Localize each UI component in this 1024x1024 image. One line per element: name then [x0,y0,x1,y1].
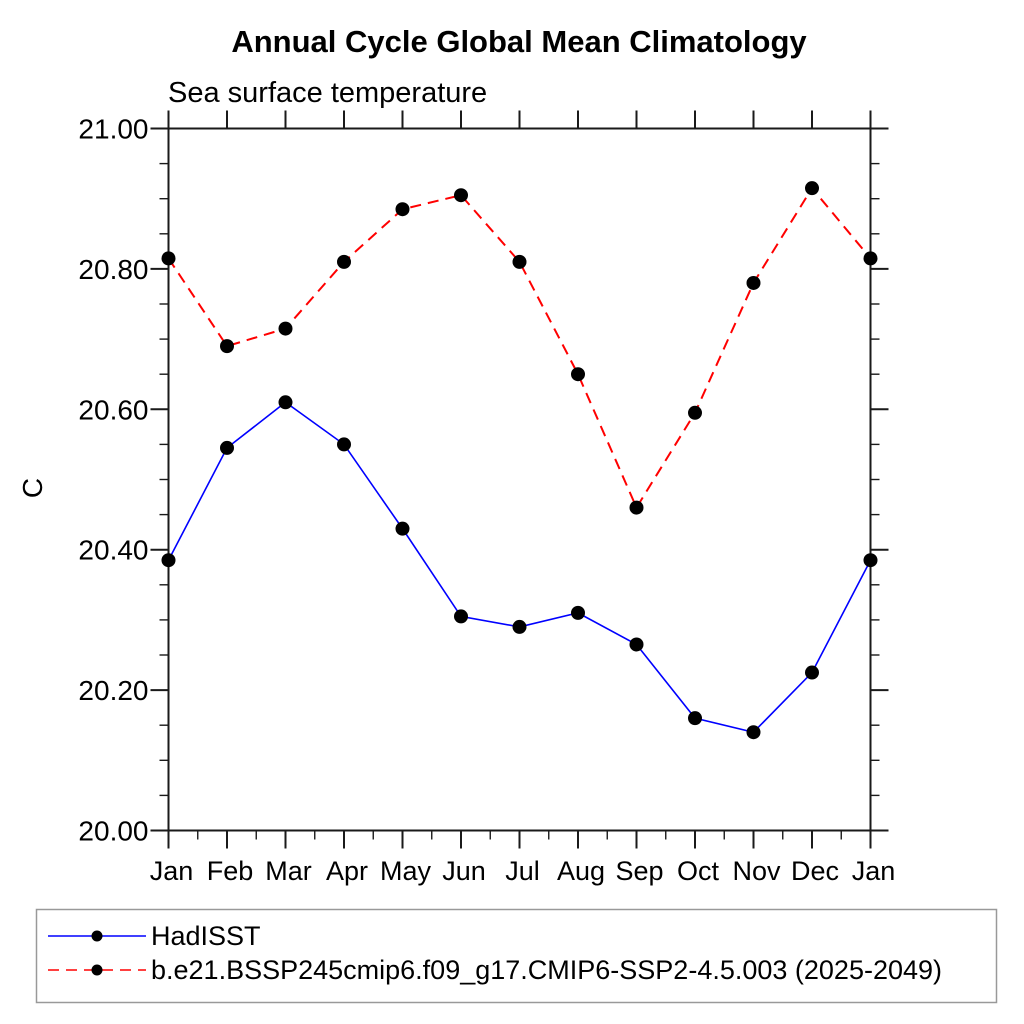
legend-entry-hadisst: HadISST [48,921,261,951]
data-point-marker [395,521,410,536]
x-tick-label: Jan [150,856,194,886]
legend-marker-dot [91,930,103,942]
x-tick-label: Feb [207,856,254,886]
data-point-marker [571,367,585,382]
y-axis-label: C [17,478,48,498]
data-point-marker [805,665,819,680]
data-point-marker [805,181,819,196]
x-tick-label: Dec [791,856,839,886]
series-line-model [167,186,872,510]
data-point-marker [161,251,176,266]
x-tick-label: Sep [615,856,663,886]
legend-entry-model: b.e21.BSSP245cmip6.f09_g17.CMIP6-SSP2-4.… [48,955,942,985]
x-tick-label: Oct [677,856,720,886]
data-point-marker [278,395,293,410]
data-point-marker [337,437,351,452]
data-point-marker [395,202,410,217]
y-tick-label: 20.60 [78,394,148,425]
chart-subtitle: Sea surface temperature [168,77,487,109]
data-point-marker [454,188,468,203]
data-point-marker [688,405,702,420]
y-tick-label: 20.00 [78,816,148,847]
y-tick-label: 20.80 [78,254,148,285]
data-point-marker [512,254,527,269]
data-point-marker [688,711,702,726]
y-tick-label: 21.00 [78,114,148,145]
legend-label-hadisst: HadISST [151,921,261,951]
data-point-marker [161,553,176,568]
data-point-marker [571,605,585,620]
legend: HadISST b.e21.BSSP245cmip6.f09_g17.CMIP6… [35,908,998,1004]
x-tick-label: Apr [326,856,368,886]
data-point-marker [278,321,293,336]
data-point-marker [863,251,878,266]
data-point-marker [454,609,468,624]
data-point-marker [512,619,527,634]
legend-marker-dot [91,964,103,976]
x-tick-label: Aug [557,856,605,886]
x-tick-label: May [380,856,432,886]
data-point-marker [629,637,644,652]
data-point-marker [746,275,761,290]
y-tick-label: 20.20 [78,675,148,706]
tick-labels: 20.00 20.20 20.40 20.60 20.80 21.00 Jan Feb Mar A… [78,114,895,887]
x-tick-label: Jul [505,856,540,886]
data-point-marker [220,339,234,354]
data-point-marker [629,500,644,515]
legend-label-model: b.e21.BSSP245cmip6.f09_g17.CMIP6-SSP2-4.… [151,955,942,985]
y-tick-label: 20.40 [78,535,148,566]
x-tick-label: Mar [265,856,312,886]
series-line-hadisst [167,401,872,734]
axes [150,110,889,849]
data-point-marker [220,440,234,455]
data-point-marker [337,254,351,269]
data-series [161,181,878,740]
data-point-marker [863,553,878,568]
legend-box [35,908,998,1004]
x-tick-label: Jan [852,856,896,886]
x-tick-label: Nov [732,856,781,886]
x-tick-label: Jun [442,856,486,886]
data-point-marker [746,725,761,740]
chart-title: Annual Cycle Global Mean Climatology [231,24,807,59]
